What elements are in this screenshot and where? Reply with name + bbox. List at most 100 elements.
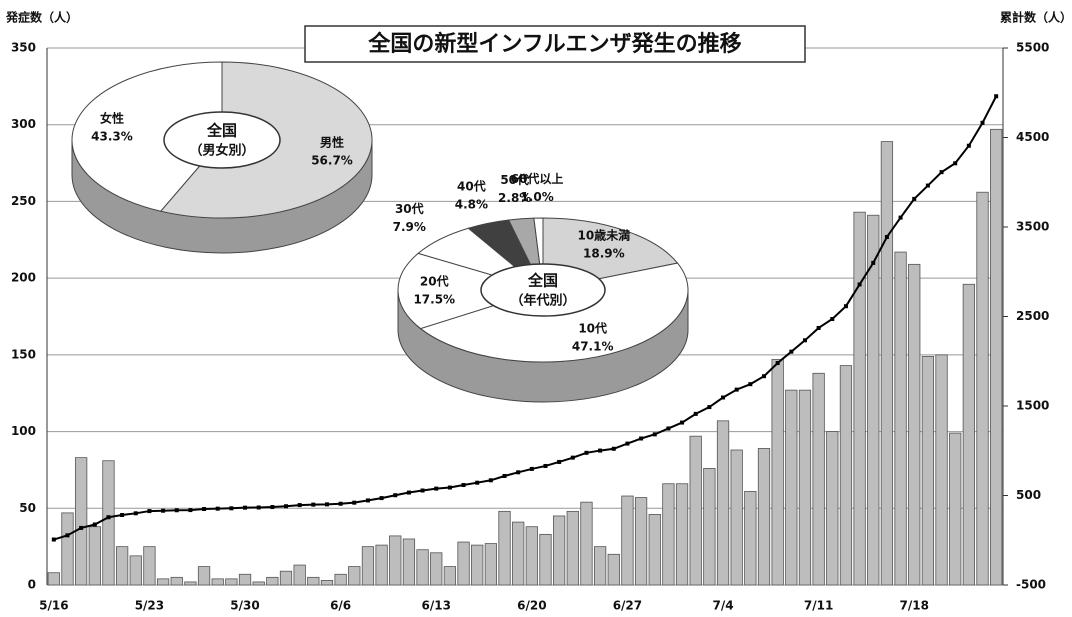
line-marker [406,490,411,495]
bar [976,191,989,586]
bar [990,128,1003,586]
line-marker [789,349,794,354]
bar [402,538,416,586]
bar [812,372,825,586]
line-marker [570,455,575,460]
bar [894,251,907,586]
bar [484,543,497,586]
y2-tick-label: 3500 [1016,220,1049,234]
slice-value: 17.5% [413,292,455,306]
bar [703,467,716,586]
y2-tick-label: 1500 [1016,399,1049,413]
bar [880,141,894,586]
line-marker [365,498,370,503]
line-marker [721,395,726,400]
slice-value: 56.7% [311,154,353,168]
line-marker [748,382,753,387]
bar [211,578,224,586]
line-marker [871,260,876,265]
bar [279,570,293,586]
line-marker [816,325,821,330]
slice-name: 40代 [457,179,486,194]
line-marker [488,478,493,483]
bar [730,449,743,586]
line-marker [898,215,903,220]
x-tick-label: 5/23 [135,599,164,613]
slice-name: 男性 [320,135,344,150]
cumulative-line [53,95,998,541]
line-marker [475,480,480,485]
bar [47,572,60,586]
line-marker [762,374,766,379]
y2-tick-label: 2500 [1016,309,1049,323]
bar [61,512,74,586]
line-marker [461,483,466,488]
title-box [304,25,806,63]
bar [785,389,798,586]
bar [853,211,866,586]
line-marker [133,511,138,516]
bar [252,581,265,586]
bar [102,460,115,586]
bar [115,546,129,586]
slice-name: 女性 [100,110,124,125]
slice-name: 10代 [578,321,607,336]
bar [962,283,975,586]
line-marker [256,505,261,510]
slice-name: 10歳未満 [577,228,630,243]
slice-value: 47.1% [572,340,614,354]
bar [607,553,620,586]
line-marker [980,120,985,125]
bar [75,457,88,586]
line-marker [338,501,343,506]
line-marker [666,426,671,431]
slice-value: 7.9% [393,220,426,234]
bar [757,448,771,586]
x-tick-label: 5/16 [39,599,68,613]
line-marker [529,466,534,471]
pie-slice [71,61,223,212]
line-marker [925,183,930,188]
bar [348,566,361,586]
pie-subtitle: （年代別） [510,293,575,309]
line-marker [802,338,807,343]
bar [457,541,470,586]
line-marker [379,496,384,501]
y2-tick-label: 500 [1016,488,1041,502]
bar [266,576,279,586]
slice-value: 1.0% [520,190,553,204]
bar [593,546,607,586]
slice-value: 18.9% [583,247,625,261]
line-marker [447,485,452,490]
line-marker [543,463,548,468]
bar [389,535,402,586]
line-marker [857,282,862,287]
bar [648,514,661,586]
line-marker [434,486,439,491]
line-marker [297,503,302,508]
bar [689,435,702,586]
pie-title: 全国 [206,122,237,140]
line-marker [734,387,739,392]
line-marker [229,506,234,511]
line-marker [352,500,357,505]
y-tick-label: 50 [19,501,36,515]
bar [443,566,457,586]
bar [539,533,552,586]
slice-name: 50代 [500,172,529,187]
bar [771,359,784,586]
line-marker [912,196,917,201]
y2-tick-label: 5500 [1016,41,1049,55]
bar [170,576,183,586]
line-marker [502,473,507,478]
bar [156,578,170,586]
line-marker [611,446,616,451]
bar [634,497,648,586]
bar [675,483,689,586]
line-marker [707,405,712,410]
line-marker [584,450,589,455]
bar [798,389,812,586]
x-tick-label: 7/18 [900,599,929,613]
bar [621,495,634,586]
